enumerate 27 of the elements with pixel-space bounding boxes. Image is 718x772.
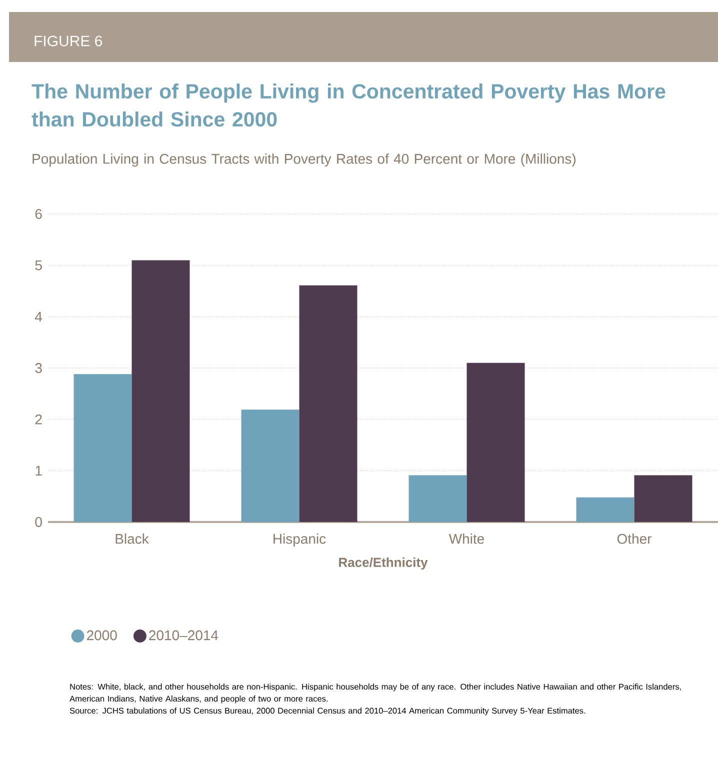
bar — [132, 260, 190, 522]
y-tick-label: 5 — [35, 260, 42, 270]
legend-label: 2000 — [87, 630, 117, 640]
bar — [576, 497, 634, 522]
y-tick-label: 4 — [34, 312, 42, 322]
text: Notes: White, black, and other households are non-Hispanic. Hispanic households may be of any race. Other includes Native Hawaiian and other Pacific Islanders, American Indians, Native Alaskans, and people of two or more races. — [70, 684, 681, 704]
x-tick-label: Black — [116, 534, 149, 544]
y-tick-label: 2 — [35, 414, 42, 424]
source-note: Source: JCHS tabulations of US Census Bureau, 2000 Decennial Census and 2010–2014 American Community Survey 5-Year Estimates. — [70, 708, 586, 716]
x-tick-label: White — [448, 534, 484, 544]
y-tick-label: 0 — [35, 517, 42, 527]
bar — [634, 475, 692, 522]
legend-label: 2010–2014 — [149, 630, 218, 640]
bar — [408, 475, 467, 522]
chart-title: The Number of People Living in Concentrated Poverty Has More than Doubled Since 2000 — [32, 84, 666, 127]
chart-subtitle: Population Living in Census Tracts with Poverty Rates of 40 Percent or More (Millions) — [32, 154, 576, 167]
y-tick-label: 1 — [36, 466, 42, 476]
x-axis-title: Race/Ethnicity — [339, 557, 428, 570]
y-tick-label: 3 — [35, 363, 42, 373]
x-tick-label: Hispanic — [274, 534, 326, 547]
x-tick-label: Other — [617, 534, 652, 544]
bar — [74, 374, 132, 522]
y-tick-label: 6 — [35, 209, 42, 219]
caption: FIGURE 6 — [34, 36, 102, 46]
bar — [299, 285, 358, 522]
bar — [241, 410, 300, 522]
bar — [466, 362, 525, 522]
